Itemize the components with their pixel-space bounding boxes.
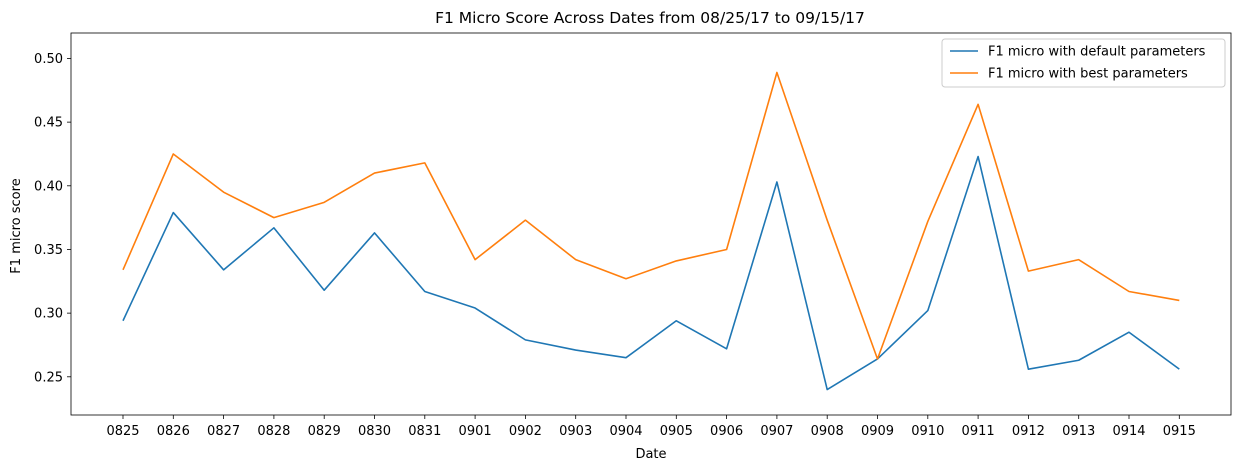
y-axis: 0.25 0.30 0.35 0.40 0.45 0.50 xyxy=(34,52,71,385)
x-tick-label: 0827 xyxy=(207,424,240,439)
x-tick-label: 0910 xyxy=(911,424,944,439)
x-tick-label: 0913 xyxy=(1062,424,1095,439)
chart-title: F1 Micro Score Across Dates from 08/25/1… xyxy=(435,9,865,27)
legend: F1 micro with default parameters F1 micro… xyxy=(941,38,1226,88)
x-tick-label: 0831 xyxy=(408,424,441,439)
x-axis-label: Date xyxy=(635,447,666,462)
legend-label-2: F1 micro with best parameters xyxy=(988,67,1188,82)
y-tick-label: 0.40 xyxy=(34,179,63,194)
x-tick-label: 0903 xyxy=(559,424,592,439)
x-tick-label: 0908 xyxy=(811,424,844,439)
legend-label-1: F1 micro with default parameters xyxy=(988,45,1206,60)
x-tick-label: 0826 xyxy=(157,424,190,439)
series-line-2 xyxy=(122,71,1180,360)
x-tick-label: 0902 xyxy=(509,424,542,439)
plot-area xyxy=(70,32,1232,416)
x-tick-label: 0909 xyxy=(861,424,894,439)
x-tick-label: 0829 xyxy=(308,424,341,439)
x-tick-label: 0911 xyxy=(962,424,995,439)
y-tick-label: 0.45 xyxy=(34,116,63,131)
series-line-1 xyxy=(122,155,1180,391)
x-tick-label: 0914 xyxy=(1112,424,1145,439)
x-tick-label: 0828 xyxy=(257,424,290,439)
y-tick-label: 0.30 xyxy=(34,307,63,322)
x-tick-label: 0830 xyxy=(358,424,391,439)
x-tick-label: 0825 xyxy=(106,424,139,439)
x-tick-label: 0915 xyxy=(1163,424,1196,439)
plot-frame xyxy=(70,32,1232,416)
x-tick-label: 0906 xyxy=(710,424,743,439)
y-axis-label: F1 micro score xyxy=(9,178,24,273)
legend-box xyxy=(941,38,1226,88)
x-tick-label: 0907 xyxy=(760,424,793,439)
y-tick-label: 0.35 xyxy=(34,243,63,258)
y-tick-label: 0.25 xyxy=(34,370,63,385)
x-tick-label: 0912 xyxy=(1012,424,1045,439)
y-tick-label: 0.50 xyxy=(34,52,63,67)
x-tick-label: 0905 xyxy=(660,424,693,439)
x-axis: 0825 0826 0827 0828 0829 0830 0831 0901 0902 0903… xyxy=(106,415,1196,439)
x-tick-label: 0901 xyxy=(459,424,492,439)
x-tick-label: 0904 xyxy=(609,424,642,439)
